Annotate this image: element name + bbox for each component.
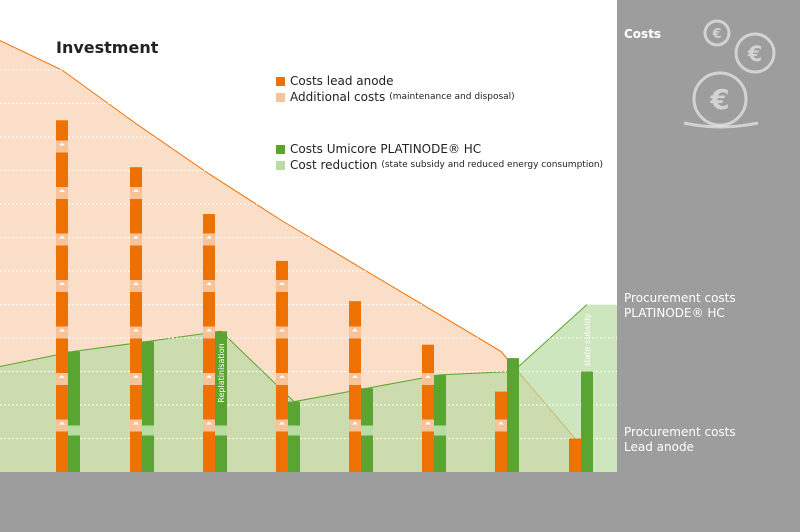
bar-marker <box>59 375 65 378</box>
bar-additional-cost <box>349 326 361 339</box>
bar-additional-cost <box>130 326 142 339</box>
bar-marker <box>206 328 212 332</box>
bar-marker <box>133 421 139 425</box>
bar-additional-cost <box>130 233 142 246</box>
chart-title: Investment <box>56 38 159 57</box>
bar-lead-anode <box>422 344 434 472</box>
bar-additional-cost <box>130 419 142 432</box>
bar-additional-cost <box>203 419 215 432</box>
bar-cost-reduction <box>361 425 373 436</box>
bar-cost-reduction <box>215 425 227 436</box>
bar-additional-cost <box>422 419 434 432</box>
bar-marker <box>133 189 139 192</box>
bar-additional-cost <box>130 187 142 199</box>
bar-additional-cost <box>56 280 68 292</box>
bar-lead-anode <box>569 438 581 472</box>
legend-swatch <box>276 76 285 86</box>
bar-marker <box>59 235 65 239</box>
cost-reduction-area <box>0 304 617 472</box>
replatinisation-label: Replatinisation <box>217 343 226 402</box>
bar-additional-cost <box>56 140 68 153</box>
bar-platinode <box>68 351 80 472</box>
bar-marker <box>133 235 139 239</box>
bar-marker <box>352 375 358 378</box>
legend-item-lead: Costs lead anode <box>276 74 394 88</box>
bar-platinode <box>507 358 519 472</box>
bar-marker <box>133 328 139 332</box>
bar-marker <box>279 282 285 285</box>
bar-additional-cost <box>56 373 68 385</box>
bar-platinode <box>142 341 154 472</box>
bar-additional-cost <box>56 326 68 339</box>
legend-item-platinode: Costs Umicore PLATINODE® HC <box>276 142 481 156</box>
bar-additional-cost <box>495 419 507 432</box>
bar-marker <box>206 375 212 378</box>
bar-additional-cost <box>203 326 215 339</box>
bar-marker <box>59 142 65 146</box>
bar-marker <box>133 375 139 378</box>
bar-additional-cost <box>56 419 68 432</box>
bar-additional-cost <box>203 233 215 246</box>
bar-platinode <box>288 401 300 472</box>
bar-cost-reduction <box>68 425 80 436</box>
bar-marker <box>206 235 212 239</box>
svg-text:€: € <box>709 83 729 116</box>
bar-cost-reduction <box>434 425 446 436</box>
bar-lead-anode <box>56 120 68 472</box>
bar-marker <box>206 282 212 285</box>
additional-costs-line <box>0 40 576 439</box>
bar-additional-cost <box>203 280 215 292</box>
bar-additional-cost <box>349 373 361 385</box>
chart: Years76543210Replatinisationstate subsid… <box>0 40 617 472</box>
bar-additional-cost <box>276 326 288 339</box>
bar-marker <box>133 282 139 285</box>
bar-additional-cost <box>349 419 361 432</box>
bar-cost-reduction <box>142 425 154 436</box>
costs-sidebar: € € € Costs Procurement costs PLATINODE®… <box>617 0 800 532</box>
bar-additional-cost <box>276 419 288 432</box>
bar-additional-cost <box>276 373 288 385</box>
coins-icon: € € € <box>683 19 776 129</box>
bar-marker <box>498 421 504 425</box>
bar-cost-reduction <box>288 425 300 436</box>
bar-platinode <box>581 371 593 472</box>
bar-additional-cost <box>203 373 215 385</box>
bar-marker <box>425 375 431 378</box>
bar-marker <box>279 375 285 378</box>
legend-item-additional: Additional costs (maintenance and disposa… <box>276 90 515 104</box>
legend-item-reduction: Cost reduction (state subsidy and reduced… <box>276 158 603 172</box>
bar-marker <box>279 328 285 332</box>
costs-heading: Costs <box>624 27 662 41</box>
bar-marker <box>352 421 358 425</box>
bar-marker <box>59 282 65 285</box>
x-axis-bar <box>0 472 617 532</box>
bar-additional-cost <box>130 373 142 385</box>
procurement-lead-label: Procurement costs Lead anode <box>624 425 736 454</box>
legend-swatch <box>276 144 285 154</box>
bar-platinode <box>215 331 227 472</box>
bar-additional-cost <box>130 280 142 292</box>
legend-swatch <box>276 92 285 102</box>
bar-marker <box>206 421 212 425</box>
bar-additional-cost <box>422 373 434 385</box>
bar-additional-cost <box>56 187 68 199</box>
bar-lead-anode <box>203 214 215 472</box>
bar-marker <box>59 328 65 332</box>
svg-text:€: € <box>747 42 763 66</box>
bar-additional-cost <box>56 233 68 246</box>
bar-marker <box>59 189 65 192</box>
bar-marker <box>59 421 65 425</box>
bar-additional-cost <box>276 280 288 292</box>
state-subsidy-label: state subsidy <box>583 313 592 367</box>
procurement-platinode-label: Procurement costs PLATINODE® HC <box>624 291 736 320</box>
bar-lead-anode <box>276 260 288 472</box>
svg-text:€: € <box>711 27 721 42</box>
bar-marker <box>279 421 285 425</box>
bar-lead-anode <box>495 391 507 472</box>
bar-platinode <box>434 374 446 472</box>
bar-marker <box>352 328 358 332</box>
legend-swatch <box>276 160 285 170</box>
bar-marker <box>425 421 431 425</box>
